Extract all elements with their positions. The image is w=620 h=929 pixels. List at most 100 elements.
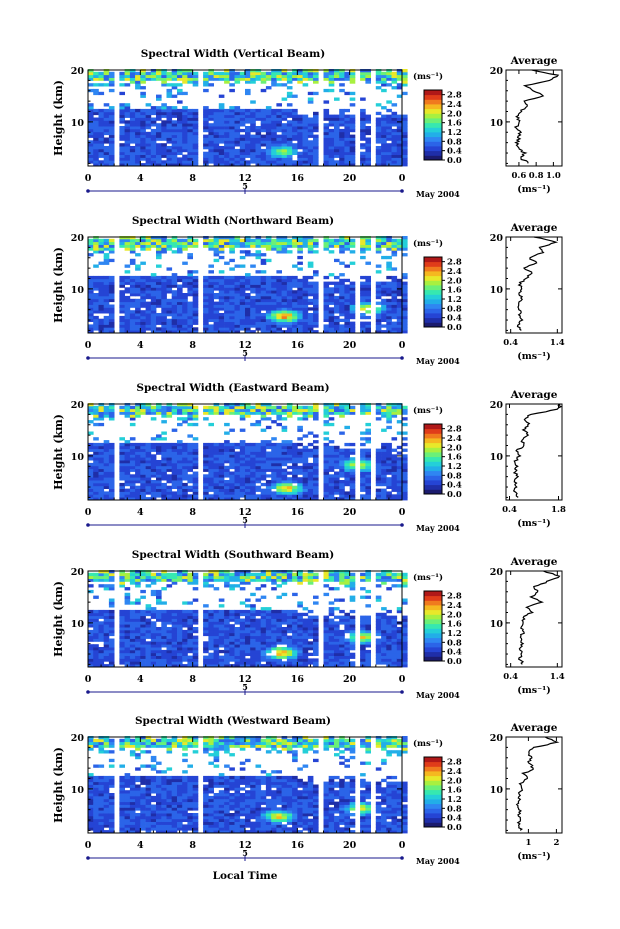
heatmap-cell xyxy=(239,290,246,294)
heatmap-cell xyxy=(156,451,162,455)
heatmap-cell xyxy=(145,403,152,407)
heatmap-cell xyxy=(339,411,345,415)
heatmap-cell xyxy=(360,241,366,245)
heatmap-cell xyxy=(271,77,277,81)
heatmap-cell xyxy=(218,474,225,478)
heatmap-cell xyxy=(119,488,125,492)
heatmap-cell xyxy=(307,275,314,280)
heatmap-cell xyxy=(402,123,408,127)
heatmap-cell xyxy=(328,290,335,294)
heatmap-cell xyxy=(93,417,99,421)
heatmap-cell xyxy=(203,157,209,161)
heatmap-cell xyxy=(375,307,382,311)
heatmap-cell xyxy=(281,278,288,283)
colorbar-tick-label: 0.8 xyxy=(447,304,462,314)
average-frame xyxy=(505,236,563,334)
heatmap-cell xyxy=(307,451,314,455)
heatmap-cell xyxy=(98,411,105,415)
heatmap-cell xyxy=(98,143,105,147)
heatmap-cell xyxy=(286,293,293,297)
heatmap-cell xyxy=(334,454,340,458)
heatmap-cell xyxy=(260,143,267,147)
heatmap-cell xyxy=(124,160,131,164)
heatmap-cell xyxy=(213,123,220,127)
heatmap-cell xyxy=(88,474,94,478)
heatmap-cell xyxy=(171,457,178,461)
heatmap-cell xyxy=(239,241,246,245)
heatmap-cell xyxy=(381,491,387,495)
heatmap-cell xyxy=(140,275,146,280)
heatmap-cell xyxy=(229,148,235,153)
heatmap-cell xyxy=(124,587,131,591)
heatmap-cell xyxy=(313,157,319,161)
heatmap-cell xyxy=(108,77,115,81)
heatmap-cell xyxy=(192,578,199,582)
heatmap-cell xyxy=(224,131,230,136)
heatmap-cell xyxy=(88,471,94,475)
heatmap-cell xyxy=(218,482,225,487)
heatmap-cell xyxy=(140,146,146,150)
heatmap-cell xyxy=(313,434,319,438)
heatmap-cell xyxy=(276,301,282,305)
heatmap-cell xyxy=(108,627,115,631)
heatmap-cell xyxy=(88,307,94,311)
heatmap-cell xyxy=(177,442,183,447)
heatmap-cell xyxy=(171,321,178,325)
heatmap-cell xyxy=(265,403,272,407)
heatmap-cell xyxy=(229,474,235,478)
heatmap-cell xyxy=(150,313,157,317)
heatmap-cell xyxy=(365,301,371,305)
heatmap-cell xyxy=(103,641,110,645)
heatmap-cell xyxy=(88,491,94,495)
heatmap-cell xyxy=(98,635,105,639)
heatmap-cell xyxy=(119,491,125,495)
heatmap-cell xyxy=(218,278,225,283)
heatmap-cell xyxy=(192,405,199,410)
heatmap-cell xyxy=(402,462,408,467)
heatmap-cell xyxy=(391,131,398,136)
heatmap-cell xyxy=(161,238,167,243)
heatmap-cell xyxy=(313,128,319,133)
heatmap-cell xyxy=(150,131,157,136)
heatmap-cell xyxy=(260,111,267,116)
heatmap-cell xyxy=(166,445,173,450)
heatmap-cell xyxy=(140,91,146,96)
heatmap-cell xyxy=(108,117,115,121)
heatmap-cell xyxy=(271,437,277,441)
heatmap-cell xyxy=(271,465,277,470)
heatmap-cell xyxy=(213,321,220,325)
heatmap-cell xyxy=(302,120,309,124)
heatmap-cell xyxy=(119,627,125,631)
heatmap-cell xyxy=(239,71,246,76)
heatmap-cell xyxy=(187,609,193,614)
heatmap-cell xyxy=(339,250,345,254)
heatmap-cell xyxy=(234,304,241,308)
average-x-label: (ms⁻¹) xyxy=(517,184,551,195)
heatmap-cell xyxy=(156,485,162,489)
heatmap-cell xyxy=(203,474,209,478)
heatmap-cell xyxy=(93,437,99,441)
heatmap-cell xyxy=(265,290,272,294)
heatmap-cell xyxy=(297,137,303,141)
heatmap-cell xyxy=(203,641,209,645)
heatmap-cell xyxy=(265,123,272,127)
heatmap-cell xyxy=(365,488,371,492)
heatmap-cell xyxy=(208,117,214,121)
heatmap-cell xyxy=(103,629,110,634)
heatmap-cell xyxy=(323,295,330,300)
heatmap-cell xyxy=(187,236,193,240)
heatmap-cell xyxy=(192,146,199,150)
heatmap-cell xyxy=(218,324,225,328)
heatmap-cell xyxy=(177,321,183,325)
heatmap-cell xyxy=(192,151,199,155)
heatmap-cell xyxy=(103,330,110,334)
heatmap-cell xyxy=(344,71,350,76)
heatmap-cell xyxy=(271,471,277,475)
heatmap-cell xyxy=(145,621,152,625)
heatmap-cell xyxy=(124,661,131,665)
heatmap-cell xyxy=(150,480,157,484)
heatmap-cell xyxy=(323,497,330,501)
heatmap-cell xyxy=(224,293,230,297)
heatmap-cell xyxy=(156,290,162,294)
heatmap-cell xyxy=(391,327,398,331)
